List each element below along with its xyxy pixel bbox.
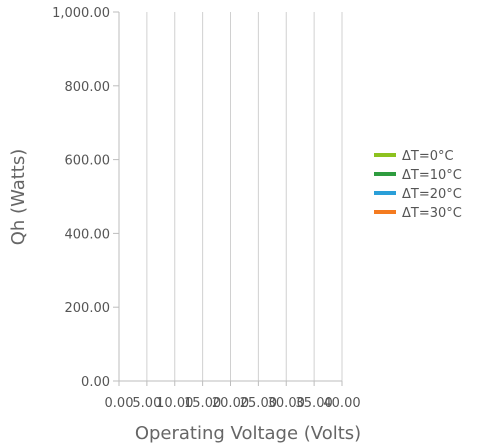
legend-swatch — [374, 210, 396, 214]
x-tick-label: 5.00 — [132, 396, 161, 411]
y-tick-label: 400.00 — [65, 227, 111, 242]
legend-label: ΔT=0°C — [402, 149, 454, 164]
y-tick-label: 200.00 — [65, 301, 111, 316]
x-tick-labels: 0.005.0010.0015.0020.0025.0030.0035.0040… — [105, 381, 361, 411]
legend-label: ΔT=20°C — [402, 187, 462, 202]
x-tick-label: 40.00 — [323, 396, 360, 411]
legend-label: ΔT=30°C — [402, 206, 462, 221]
legend-swatch — [374, 191, 396, 195]
x-tick-label: 25.00 — [240, 396, 277, 411]
legend-swatch — [374, 172, 396, 176]
x-tick-label: 0.00 — [105, 396, 134, 411]
x-tick-label: 20.00 — [212, 396, 249, 411]
legend-swatch — [374, 153, 396, 157]
x-tick-label: 35.00 — [296, 396, 333, 411]
y-tick-label: 1,000.00 — [52, 6, 110, 21]
y-tick-label: 0.00 — [81, 375, 110, 390]
x-tick-label: 15.00 — [184, 396, 221, 411]
y-tick-label: 600.00 — [65, 154, 111, 169]
y-tick-label: 800.00 — [65, 80, 111, 95]
legend: ΔT=0°C ΔT=10°C ΔT=20°C ΔT=30°C — [374, 149, 462, 221]
x-axis-title: Operating Voltage (Volts) — [135, 423, 361, 444]
grid — [118, 12, 343, 381]
legend-label: ΔT=10°C — [402, 168, 462, 183]
y-axis-title: Qh (Watts) — [8, 149, 29, 246]
y-tick-labels: 0.00 200.00 400.00 600.00 800.00 1,000.00 — [52, 6, 119, 390]
x-tick-label: 10.00 — [156, 396, 193, 411]
x-tick-label: 30.00 — [268, 396, 305, 411]
